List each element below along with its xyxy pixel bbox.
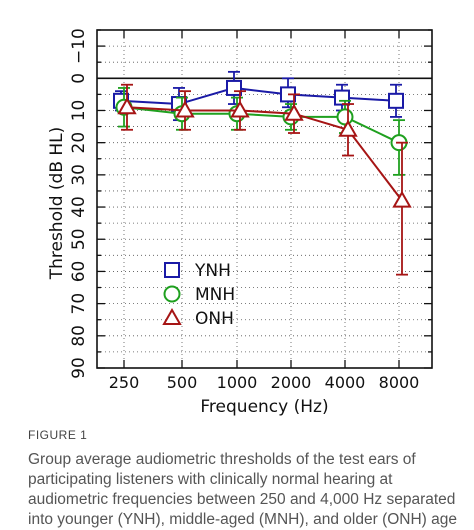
- x-axis: 250 500 1000 2000 4000 8000: [109, 30, 420, 392]
- x-tick-label: 2000: [271, 373, 312, 392]
- data-point: [284, 103, 304, 121]
- y-tick-label: 0: [69, 73, 89, 84]
- legend-marker: [163, 285, 181, 303]
- y-tick-label: 10: [69, 100, 89, 122]
- legend-label: ONH: [195, 309, 234, 329]
- y-axis: −10 0 10 20 30 40 50 60 70 80 90: [69, 28, 432, 379]
- series-mnh: [115, 87, 408, 176]
- x-tick-label: 250: [109, 373, 140, 392]
- y-tick-label: 90: [69, 357, 89, 379]
- legend-item: MNH: [163, 285, 235, 305]
- series-ynh: [113, 70, 404, 122]
- data-point: [388, 92, 404, 109]
- legend-marker: [164, 262, 180, 278]
- data-point: [336, 108, 354, 126]
- legend-label: YNH: [194, 261, 231, 281]
- y-tick-label: −10: [69, 28, 89, 64]
- data-point: [175, 100, 195, 118]
- series-line: [123, 106, 400, 144]
- data-point: [334, 89, 350, 106]
- figure-label: FIGURE 1: [28, 428, 88, 442]
- y-tick-label: 80: [69, 325, 89, 347]
- figure-caption: Group average audiometric thresholds of …: [28, 451, 457, 528]
- data-point: [117, 97, 137, 115]
- legend-marker: [162, 307, 182, 325]
- y-tick-label: 20: [69, 132, 89, 154]
- data-point: [338, 119, 358, 137]
- legend-item: ONH: [162, 307, 234, 329]
- x-tick-label: 8000: [379, 373, 420, 392]
- plot-frame: [96, 29, 433, 369]
- series-line: [126, 106, 403, 202]
- data-point: [226, 79, 242, 96]
- x-tick-label: 4000: [325, 373, 366, 392]
- audiogram-chart: −10 0 10 20 30 40 50 60 70 80 90 250 500 1000 2000 4000…: [47, 28, 433, 417]
- legend-label: MNH: [195, 285, 235, 305]
- legend-item: YNH: [164, 261, 231, 281]
- series-onh: [117, 83, 412, 276]
- legend: YNH MNH ONH: [162, 261, 235, 329]
- y-tick-label: 70: [69, 293, 89, 315]
- series-line: [120, 86, 397, 106]
- y-tick-label: 40: [69, 196, 89, 218]
- x-axis-label: Frequency (Hz): [200, 397, 328, 417]
- grid: [97, 30, 432, 368]
- y-tick-label: 60: [69, 261, 89, 283]
- y-tick-label: 50: [69, 228, 89, 250]
- x-tick-label: 1000: [217, 373, 258, 392]
- data-point: [230, 100, 250, 118]
- y-axis-label: Threshold (dB HL): [47, 127, 67, 281]
- x-tick-label: 500: [167, 373, 198, 392]
- figure-caption-block: FIGURE 1 Group average audiometric thres…: [28, 428, 458, 530]
- y-tick-label: 30: [69, 164, 89, 186]
- data-point: [392, 190, 412, 208]
